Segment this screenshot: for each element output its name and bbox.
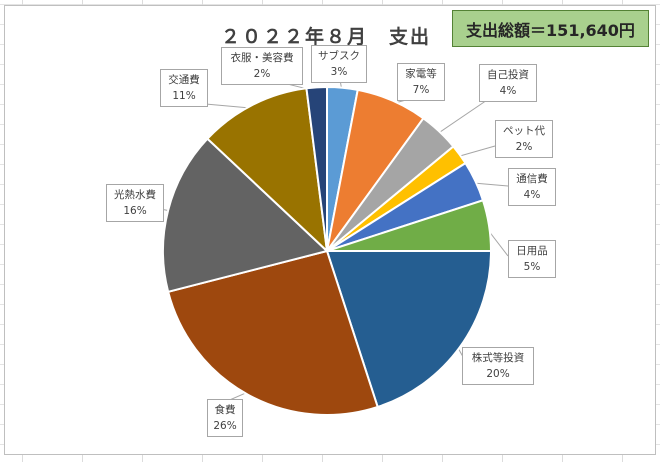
data-label-communication[interactable]: 通信費 4% xyxy=(508,168,556,206)
data-label-category: サブスク xyxy=(318,50,360,62)
data-label-value: 5% xyxy=(523,261,541,273)
data-label-category: 家電等 xyxy=(405,68,437,80)
data-label-subscription[interactable]: サブスク 3% xyxy=(311,45,367,83)
pie-slice-food[interactable] xyxy=(166,249,379,416)
data-label-clothing-beauty[interactable]: 衣服・美容費 2% xyxy=(221,47,303,85)
data-label-category: 衣服・美容費 xyxy=(230,52,294,64)
data-label-category: 光熱水費 xyxy=(114,189,156,201)
pie-slice-clothing-beauty[interactable] xyxy=(305,85,328,252)
data-label-value: 20% xyxy=(486,368,510,380)
leader-line-communication xyxy=(471,182,509,187)
pie-chart xyxy=(144,73,509,416)
chart-area[interactable]: ２０２２年８月 支出 支出総額＝151,640円 サブスク 3% 家電等 7% … xyxy=(4,5,656,455)
data-label-self-investment[interactable]: 自己投資 4% xyxy=(479,64,537,102)
chart-title: ２０２２年８月 支出 xyxy=(221,26,432,48)
data-label-value: 2% xyxy=(253,68,271,80)
data-label-stock-investment[interactable]: 株式等投資 20% xyxy=(462,347,534,385)
data-label-value: 2% xyxy=(515,141,533,153)
data-label-value: 4% xyxy=(499,85,517,97)
data-label-category: 食費 xyxy=(214,404,236,416)
pie-slice-utilities[interactable] xyxy=(161,137,330,294)
data-label-category: 交通費 xyxy=(168,74,200,86)
pie-slice-stock-investment[interactable] xyxy=(325,250,493,409)
data-label-daily-goods[interactable]: 日用品 5% xyxy=(508,240,556,278)
data-label-value: 3% xyxy=(330,66,348,78)
data-label-appliances[interactable]: 家電等 7% xyxy=(397,63,445,101)
data-label-value: 16% xyxy=(123,205,147,217)
data-label-category: 通信費 xyxy=(516,173,548,185)
data-label-pet[interactable]: ペット代 2% xyxy=(495,120,553,158)
data-label-category: 自己投資 xyxy=(487,69,529,81)
leader-line-self-investment xyxy=(436,95,494,135)
data-label-transportation[interactable]: 交通費 11% xyxy=(160,69,208,107)
data-label-utilities[interactable]: 光熱水費 16% xyxy=(106,184,164,222)
data-label-value: 4% xyxy=(523,189,541,201)
data-label-category: 株式等投資 xyxy=(471,352,525,364)
data-label-value: 11% xyxy=(172,90,196,102)
pie-slices xyxy=(161,85,493,416)
data-label-category: 日用品 xyxy=(516,245,548,257)
data-label-value: 7% xyxy=(412,84,430,96)
pie-slice-transportation[interactable] xyxy=(206,87,329,254)
data-label-value: 26% xyxy=(213,420,237,432)
leader-line-pet xyxy=(456,145,496,158)
total-expense-box: 支出総額＝151,640円 xyxy=(452,10,649,47)
data-label-food[interactable]: 食費 26% xyxy=(207,399,243,437)
data-label-category: ペット代 xyxy=(503,125,545,137)
